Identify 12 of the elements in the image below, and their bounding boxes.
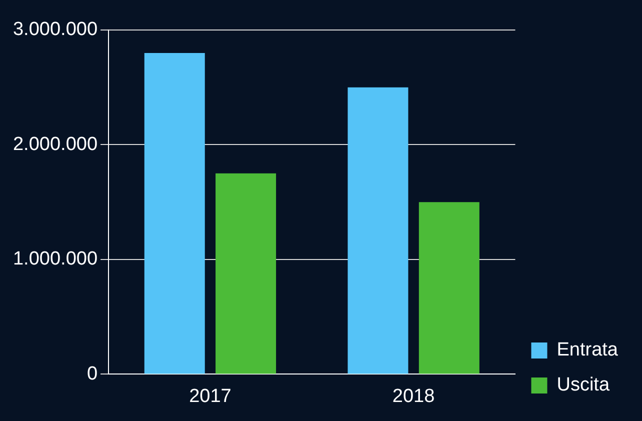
bar (216, 173, 276, 374)
bar (144, 52, 205, 374)
y-tick-label: 2.000.000 (12, 134, 98, 155)
bar (348, 87, 408, 374)
y-tick-label: 1.000.000 (12, 248, 98, 270)
y-tick-label: 0 (86, 363, 98, 384)
x-tick-label: 2018 (392, 386, 435, 407)
x-tick-label: 2017 (189, 386, 232, 407)
legend-label: Uscita (556, 374, 610, 396)
legend-label: Entrata (556, 340, 618, 361)
bar (418, 202, 480, 374)
y-tick-label: 3.000.000 (12, 19, 98, 40)
